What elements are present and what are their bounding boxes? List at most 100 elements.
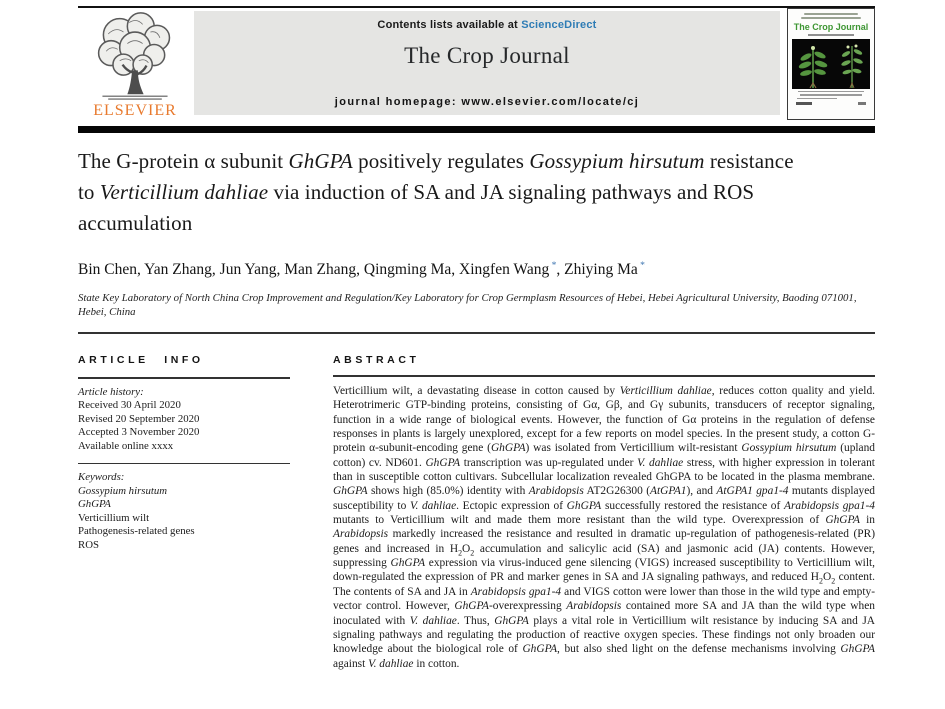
- keyword: GhGPA: [78, 498, 111, 511]
- text-segment: 2: [470, 548, 475, 558]
- abstract-rule: [333, 375, 875, 377]
- cover-publisher-logo-placeholder: [858, 102, 866, 105]
- keywords-rule: [78, 462, 290, 465]
- cover-plant-left-icon: [798, 45, 827, 88]
- elsevier-wordmark: ELSEVIER: [93, 102, 177, 119]
- text-segment: *: [637, 260, 645, 271]
- cover-caption-placeholder: [797, 97, 837, 99]
- text-segment: via induction of SA and JA signaling pat…: [78, 180, 755, 235]
- header-divider-bar: [78, 126, 875, 133]
- text-segment: GhGPA: [566, 499, 602, 512]
- text-segment: , Zhiying Ma: [556, 261, 638, 279]
- cover-masthead-placeholder: [801, 17, 861, 19]
- text-segment: 2: [458, 548, 463, 558]
- cover-photo-panel: [792, 38, 870, 89]
- text-segment: AtGPA1 gpa1-4: [716, 485, 789, 498]
- article-history-line: Accepted 3 November 2020: [78, 426, 200, 439]
- text-segment: , but also shed light on the defense mec…: [557, 643, 841, 656]
- article-info-section: ARTICLE INFO Article history: Received 3…: [78, 354, 290, 553]
- section-divider-rule: [78, 332, 875, 334]
- text-segment: V. dahliae: [637, 456, 684, 469]
- text-segment: 2: [831, 576, 836, 586]
- text-segment: Arabidopsis: [333, 528, 389, 541]
- text-segment: GhGPA: [825, 514, 860, 527]
- text-segment: in cotton.: [413, 657, 460, 670]
- text-segment: Verticillium dahliae: [619, 385, 712, 397]
- cover-caption-placeholder: [798, 90, 864, 92]
- article-history-line: Available online xxxx: [78, 439, 174, 452]
- text-segment: against: [333, 657, 369, 670]
- text-segment: mutants to Verticillium wilt and made th…: [333, 514, 826, 527]
- article-affiliation: State Key Laboratory of North China Crop…: [78, 292, 857, 318]
- text-segment: Arabidopsis gpa1-4: [783, 499, 875, 512]
- text-segment: (upland cotton) cv. ND601.: [333, 442, 875, 469]
- text-segment: Verticillium dahliae: [99, 180, 269, 204]
- sciencedirect-link[interactable]: ScienceDirect: [521, 19, 597, 31]
- contents-line: Contents lists available at ScienceDirec…: [194, 11, 780, 31]
- text-segment: *: [549, 260, 557, 271]
- text-segment: successfully restored the resistance of: [601, 499, 784, 512]
- text-segment: V. dahliae: [409, 499, 457, 512]
- text-segment: V. dahliae: [368, 657, 414, 670]
- text-segment: content. The contents of SA and JA in: [333, 571, 875, 598]
- journal-cover-thumbnail[interactable]: The Crop Journal: [787, 8, 875, 120]
- elsevier-logo: ELSEVIER: [84, 11, 186, 123]
- article-history-label: Article history:: [78, 385, 144, 398]
- cover-publisher-row: [796, 102, 866, 105]
- text-segment: GhGPA: [390, 557, 426, 570]
- article-history-line: Received 30 April 2020: [78, 399, 181, 412]
- article-history-line: Revised 20 September 2020: [78, 412, 200, 425]
- text-segment: Arabidopsis: [528, 485, 584, 498]
- keyword: Pathogenesis-related genes: [78, 525, 195, 538]
- text-segment: Bin Chen, Yan Zhang, Jun Yang, Man Zhang…: [78, 261, 550, 279]
- text-segment: GhGPA: [522, 643, 558, 656]
- text-segment: accumulation and salicylic acid (SA) and…: [333, 542, 875, 570]
- text-segment: positively regulates: [352, 149, 530, 173]
- top-rule: [78, 6, 875, 8]
- text-segment: GhGPA: [840, 643, 875, 656]
- text-segment: -overexpressing: [488, 600, 567, 613]
- keyword: Gossypium hirsutum: [78, 484, 168, 497]
- article-info-rule: [78, 376, 290, 379]
- text-segment: ), and: [686, 485, 717, 498]
- journal-title: The Crop Journal: [404, 43, 570, 68]
- article-title: The G-protein α subunit GhGPA positively…: [78, 146, 796, 239]
- text-segment: mutants displayed susceptibility to: [333, 485, 876, 512]
- cover-caption-placeholder: [800, 94, 862, 96]
- text-segment: 2: [819, 576, 823, 586]
- journal-homepage-link[interactable]: journal homepage: www.elsevier.com/locat…: [334, 96, 640, 108]
- text-segment: transcription was up-regulated under: [460, 456, 638, 469]
- text-segment: Arabidopsis: [566, 600, 622, 613]
- text-segment: shows high (85.0%) identity with: [367, 485, 529, 498]
- text-segment: ) was isolated from Verticillium wilt-re…: [525, 442, 742, 455]
- text-segment: The G-protein α subunit: [78, 149, 289, 173]
- text-segment: GhGPA: [288, 149, 353, 173]
- cover-masthead-placeholder: [804, 13, 858, 15]
- keywords-list: Gossypium hirsutum GhGPA Verticillium wilt…: [78, 485, 290, 553]
- keyword: ROS: [78, 539, 100, 552]
- text-segment: expression via virus-induced gene silenc…: [333, 557, 876, 584]
- text-segment: , reduces cotton quality and yield. Hete…: [333, 385, 875, 455]
- cover-journal-title: The Crop Journal: [793, 22, 869, 32]
- text-segment: O: [823, 571, 832, 584]
- text-segment: GhGPA: [425, 456, 461, 469]
- keywords-label: Keywords:: [78, 471, 125, 484]
- journal-banner: Contents lists available at ScienceDirec…: [194, 11, 780, 115]
- abstract-text: Verticillium wilt, a devastating disease…: [333, 384, 875, 671]
- text-segment: stress, with higher expression in tolera…: [333, 456, 875, 484]
- text-segment: GhGPA: [454, 600, 489, 613]
- text-segment: GhGPA: [333, 485, 368, 498]
- text-segment: . Thus,: [456, 614, 495, 627]
- text-segment: Gossypium hirsutum: [741, 442, 837, 455]
- text-segment: O: [462, 542, 471, 555]
- abstract-heading: ABSTRACT: [333, 354, 420, 366]
- text-segment: GhGPA: [490, 442, 526, 455]
- text-segment: and VIGS cotton were lower than those in…: [333, 585, 875, 613]
- text-segment: Arabidopsis gpa1-4: [470, 585, 562, 598]
- text-segment: V. dahliae: [409, 614, 457, 627]
- text-segment: . Ectopic expression of: [456, 499, 567, 512]
- text-segment: AT2G26300 (: [583, 485, 651, 498]
- text-segment: in: [859, 514, 875, 527]
- abstract-section: ABSTRACT Verticillium wilt, a devastatin…: [333, 354, 875, 671]
- text-segment: plays a vital role in Verticillium wilt …: [333, 614, 875, 656]
